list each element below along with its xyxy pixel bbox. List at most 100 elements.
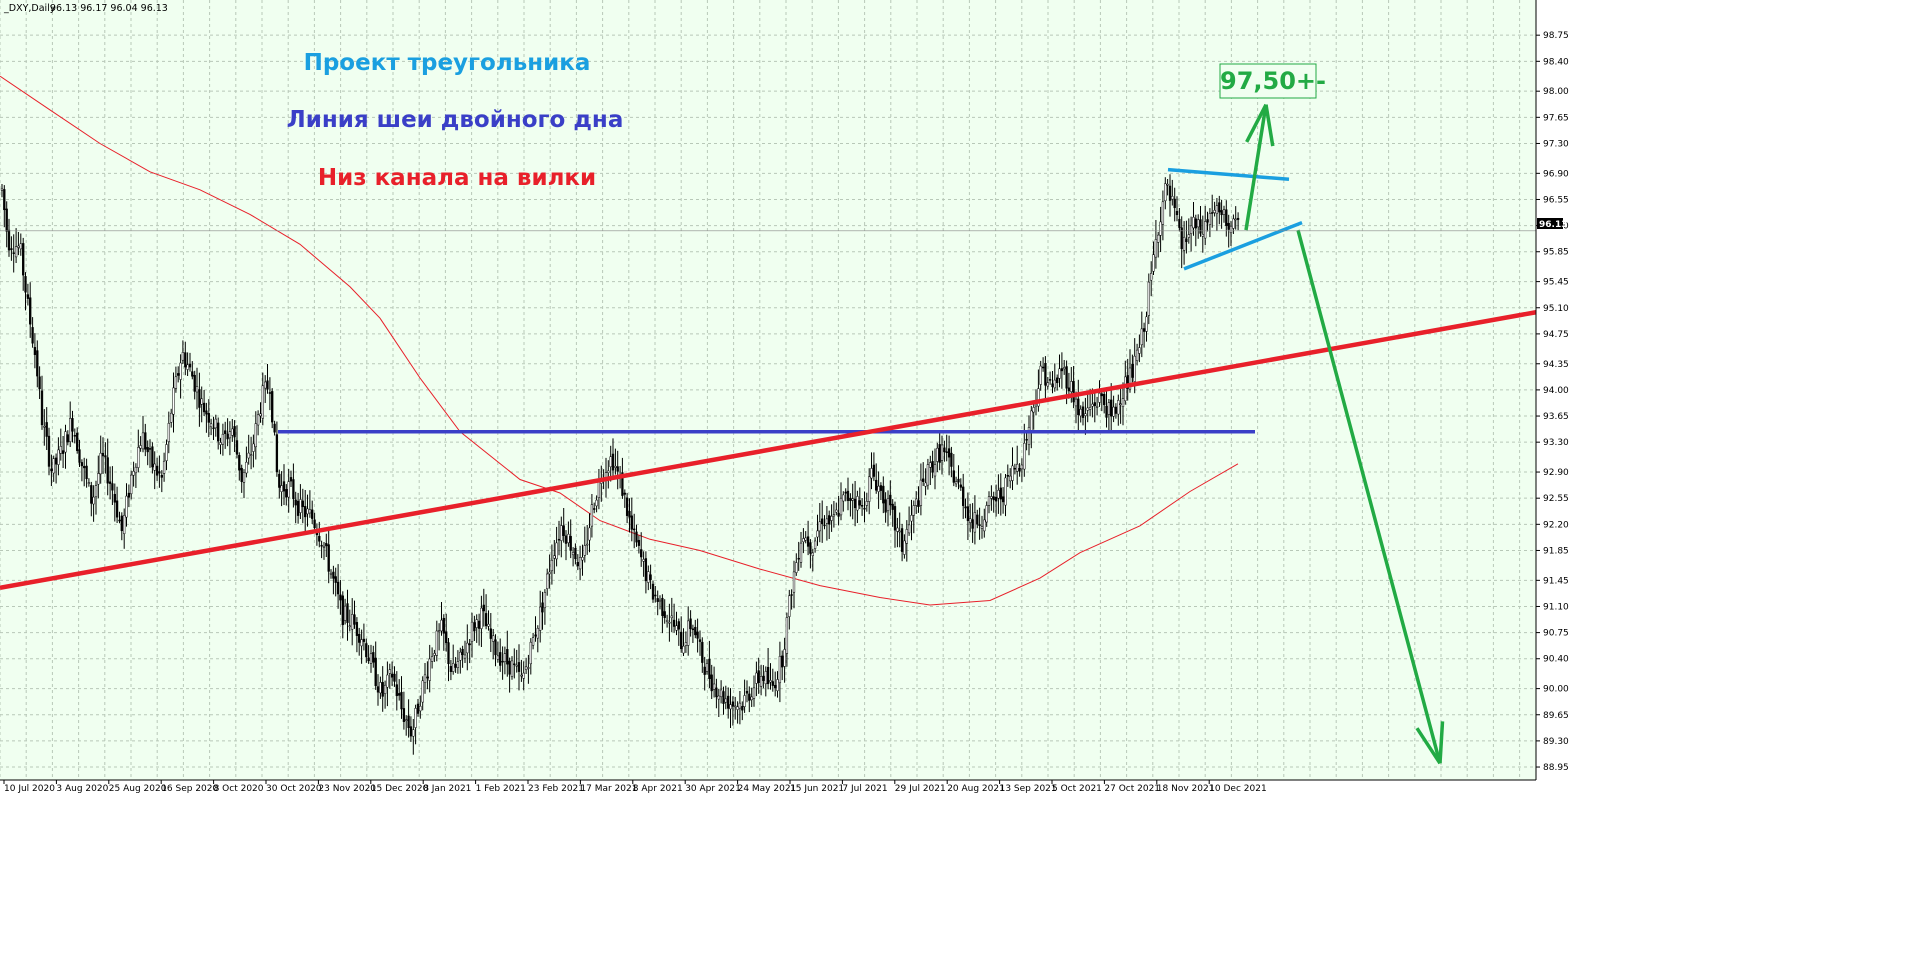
candle-body (108, 481, 112, 484)
candle-body (734, 705, 737, 708)
candle-body (1133, 355, 1136, 382)
candle-body (788, 595, 791, 617)
candle-body (207, 413, 210, 423)
candle-body (870, 468, 873, 479)
candle-body (670, 615, 673, 619)
y-tick-label: 88.95 (1543, 763, 1569, 773)
candle-body (983, 519, 986, 532)
candle-body (141, 432, 145, 450)
candle-body (106, 457, 109, 484)
candle-body (3, 189, 6, 211)
candle-body (282, 481, 286, 492)
candle-body (759, 676, 763, 687)
candle-body (184, 352, 187, 368)
candle-body (308, 509, 312, 514)
candle-body (633, 528, 636, 531)
candle-body (957, 478, 960, 483)
candle-body (536, 628, 539, 639)
candle-body (875, 479, 878, 491)
candle-body (153, 463, 156, 471)
candle-body (334, 576, 337, 583)
candle-body (200, 398, 203, 405)
candle-body (684, 642, 688, 646)
candle-body (701, 641, 704, 663)
candle-body (7, 229, 11, 251)
y-tick-label: 94.35 (1543, 360, 1569, 370)
candle-body (80, 462, 84, 467)
candle-body (1236, 217, 1240, 220)
candle-body (1018, 468, 1021, 472)
candle-body (799, 542, 803, 563)
candle-body (332, 571, 335, 579)
candle-body (268, 392, 272, 394)
candle-body (120, 515, 123, 532)
candle-body (494, 639, 497, 656)
candle-body (395, 684, 398, 697)
x-tick-label: 16 Sep 2020 (161, 784, 218, 794)
candle-body (426, 676, 429, 679)
y-tick-label: 94.75 (1543, 330, 1569, 340)
candle-body (966, 506, 970, 522)
candle-body (609, 456, 612, 468)
candle-body (1037, 388, 1040, 407)
candle-body (346, 603, 349, 623)
candle-body (57, 449, 60, 465)
candle-body (553, 555, 556, 559)
candle-body (1218, 202, 1221, 213)
x-tick-label: 17 Mar 2021 (580, 784, 637, 794)
candle-body (694, 626, 697, 636)
candle-body (1147, 281, 1150, 316)
candle-body (435, 630, 438, 656)
current-price-tag (1537, 218, 1563, 229)
candle-body (144, 432, 147, 450)
candle-body (1032, 407, 1035, 413)
candle-body (1095, 406, 1099, 408)
x-tick-label: 8 Jan 2021 (423, 784, 471, 794)
candle-body (649, 574, 652, 580)
candle-body (987, 496, 991, 506)
candle-body (614, 465, 617, 468)
candle-body (868, 476, 871, 502)
candle-body (863, 507, 866, 510)
candle-body (515, 664, 518, 667)
candle-body (325, 543, 328, 547)
candle-body (755, 672, 758, 684)
projection-down-arrow[interactable] (1296, 229, 1442, 764)
projection-up-arrow[interactable] (1244, 104, 1268, 231)
y-tick-label: 97.65 (1543, 113, 1569, 123)
candle-body (1225, 209, 1228, 226)
candle-body (978, 524, 981, 526)
channel-bottom-line[interactable] (0, 310, 1537, 591)
x-tick-label: 27 Oct 2021 (1104, 784, 1160, 794)
candle-body (212, 427, 215, 430)
candle-body (50, 468, 53, 472)
candle-body (54, 457, 58, 465)
candle-body (1072, 381, 1075, 403)
candle-body (661, 597, 664, 616)
triangle-lower-line[interactable] (1183, 220, 1303, 271)
candle-body (111, 483, 114, 491)
candle-body (738, 702, 742, 709)
candle-body (635, 531, 638, 543)
candle-body (809, 542, 812, 554)
candle-body (301, 500, 304, 508)
candle-body (76, 432, 79, 451)
triangle-upper-line[interactable] (1167, 167, 1290, 182)
candle-body (769, 680, 772, 683)
candle-body (285, 489, 288, 498)
candle-body (477, 620, 481, 629)
candle-body (139, 445, 142, 449)
candle-body (879, 485, 883, 491)
y-tick-label: 92.55 (1543, 494, 1569, 504)
candle-body (1001, 496, 1005, 503)
candle-body (1107, 402, 1111, 415)
candle-body (261, 385, 264, 419)
candle-body (115, 500, 119, 518)
candle-body (1126, 375, 1129, 389)
candle-body (313, 519, 316, 529)
candle-body (1056, 377, 1059, 384)
candle-body (971, 519, 974, 529)
